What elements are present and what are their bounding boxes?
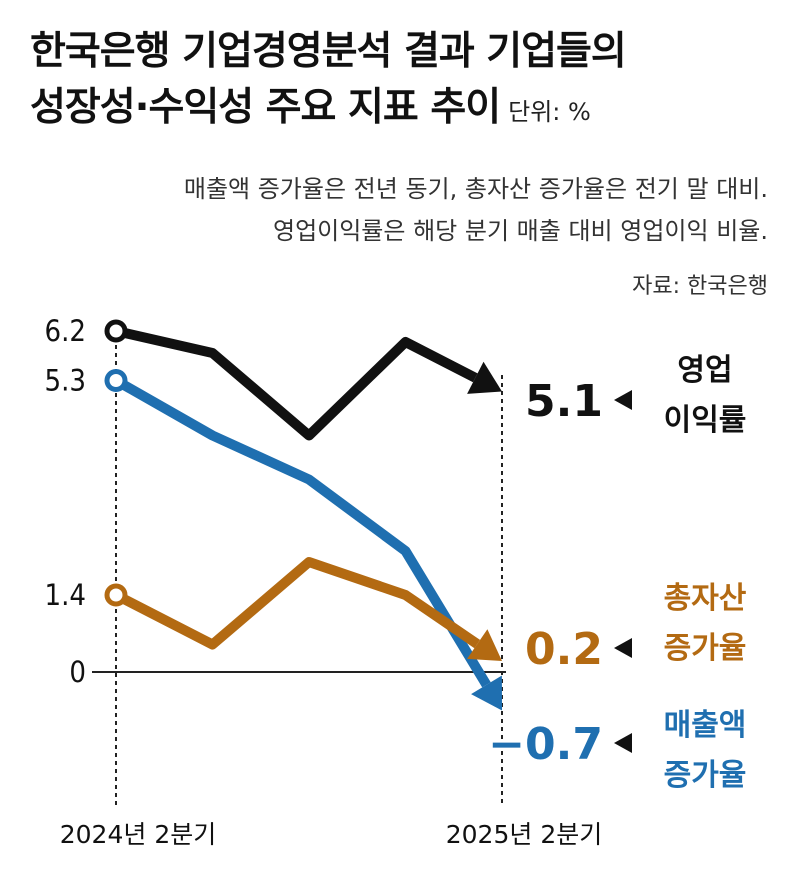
chart-title: 한국은행 기업경영분석 결과 기업들의 성장성·수익성 주요 지표 추이 단위: … <box>30 24 790 140</box>
series-pointer <box>614 638 632 658</box>
series-name: 증가율 <box>664 758 747 793</box>
series-line <box>114 326 478 441</box>
chart-notes: 매출액 증가율은 전년 동기, 총자산 증가율은 전기 말 대비. 영업이익률은… <box>28 168 768 252</box>
source-label: 자료: 한국은행 <box>632 274 768 299</box>
series-end-value: 0.2 <box>525 624 603 675</box>
series-arrowhead <box>467 629 502 661</box>
series-pointer <box>614 733 632 753</box>
series-start-point <box>104 583 128 607</box>
series-name: 매출액 <box>664 708 747 743</box>
x-tick-label: 2024년 2분기 <box>60 820 216 849</box>
series-name: 영업 <box>677 353 732 388</box>
series-name: 총자산 <box>664 581 747 616</box>
series-arrowhead <box>471 675 502 711</box>
series-start-point <box>104 319 128 343</box>
series-start-point <box>104 369 128 392</box>
series-arrowhead <box>467 361 502 394</box>
x-tick-label: 2025년 2분기 <box>446 820 602 849</box>
series-name: 증가율 <box>664 631 747 666</box>
y-tick-label: 5.3 <box>45 364 86 398</box>
note-line-2: 영업이익률은 해당 분기 매출 대비 영업이익 비율. <box>272 217 768 245</box>
title-line-1: 한국은행 기업경영분석 결과 기업들의 <box>30 29 627 74</box>
y-tick-label: 1.4 <box>45 578 86 612</box>
series-end-value: −0.7 <box>488 719 603 770</box>
y-tick-label: 6.2 <box>45 314 86 348</box>
series-end-value: 5.1 <box>525 376 603 427</box>
series-name: 이익률 <box>664 403 747 438</box>
series-line <box>113 557 481 650</box>
title-line-2: 성장성·수익성 주요 지표 추이 <box>30 85 501 130</box>
series-pointer <box>614 390 632 410</box>
unit-label: 단위: % <box>508 98 591 126</box>
series-line <box>113 376 491 688</box>
note-line-1: 매출액 증가율은 전년 동기, 총자산 증가율은 전기 말 대비. <box>183 175 768 203</box>
y-tick-label: 0 <box>69 655 86 689</box>
